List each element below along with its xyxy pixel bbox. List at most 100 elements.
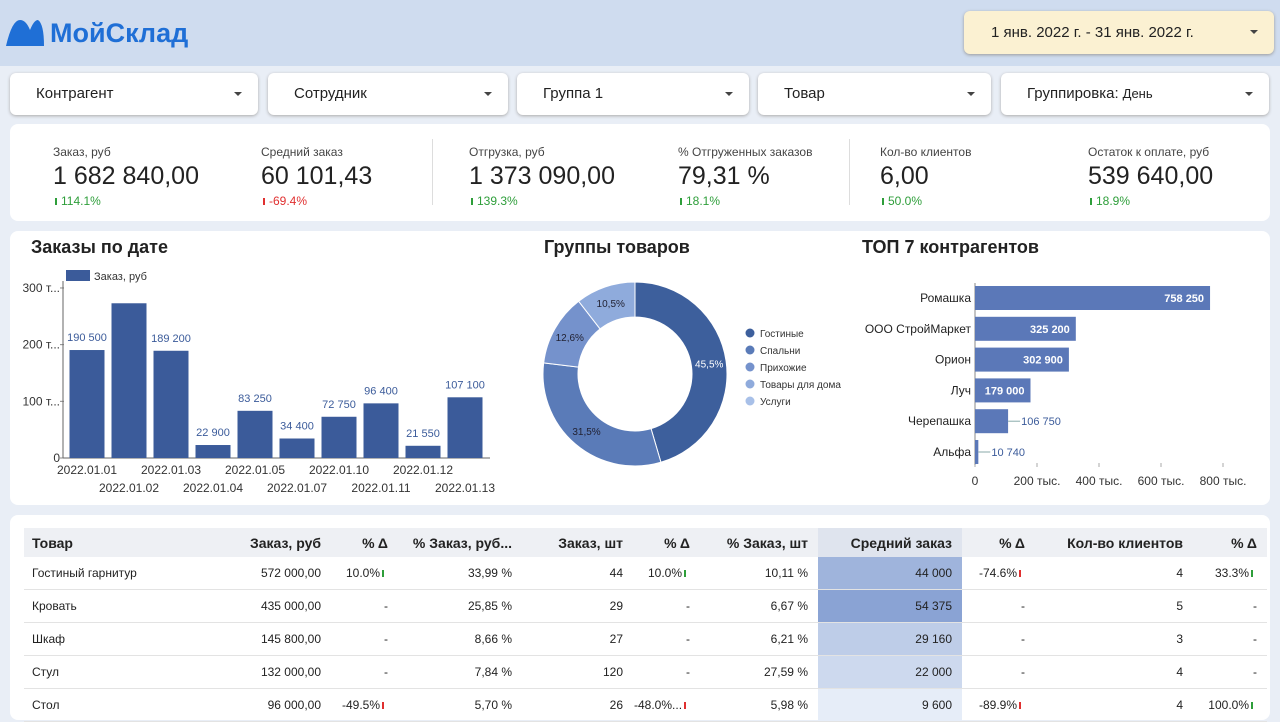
filter-value: День — [1122, 86, 1153, 101]
cell: 572 000,00 — [204, 557, 331, 590]
column-header: % Заказ, руб... — [398, 528, 522, 557]
table-row: Шкаф 145 800,00 - 8,66 % 27 - 6,21 % 29 160 - 3 - — [24, 622, 1267, 656]
legend-swatch — [66, 270, 90, 281]
cell-text: 33,99 % — [467, 566, 512, 580]
data-label: 96 400 — [364, 385, 398, 397]
legend-swatch — [745, 379, 755, 389]
filter[interactable]: Контрагент — [10, 73, 258, 115]
filter[interactable]: Товар — [758, 73, 991, 115]
bar — [405, 445, 441, 458]
kpi-value: 6,00 — [880, 162, 929, 190]
filter[interactable]: Группа 1 — [517, 73, 749, 115]
change: -69.4% — [269, 194, 308, 208]
logo: МойСклад — [50, 18, 189, 48]
cell-text: - — [384, 632, 388, 646]
filter-label: Сотрудник — [294, 85, 367, 102]
cell: - — [962, 589, 1035, 623]
kpi: Заказ, руб 1 682 840,00 114.1% — [53, 145, 199, 208]
x-tick-label: 2022.01.01 — [57, 463, 117, 477]
data-label: 72 750 — [322, 399, 356, 411]
arrow — [1019, 702, 1021, 710]
bar — [69, 350, 105, 458]
cell-text: 44 — [609, 566, 623, 580]
column-header: % Δ — [1193, 528, 1267, 557]
cell-text: - — [1253, 599, 1257, 613]
y-tick-label: Ромашка — [920, 291, 971, 305]
arrow — [1090, 198, 1092, 206]
arrow — [680, 198, 682, 206]
cell-text: - — [1253, 665, 1257, 679]
legend-swatch — [745, 345, 755, 355]
cell-text: 5 — [1176, 599, 1183, 613]
legend-swatch — [745, 396, 755, 406]
column-header: Средний заказ — [818, 528, 962, 557]
cell: 10.0% — [633, 557, 700, 590]
arrow — [55, 198, 57, 206]
arrow — [263, 198, 265, 206]
cell-text: - — [686, 665, 690, 679]
bar — [237, 410, 273, 458]
column-header: Заказ, руб — [204, 528, 331, 557]
arrow — [382, 702, 384, 710]
data-label: 758 250 — [1164, 293, 1204, 305]
cell: 4 — [1035, 655, 1193, 689]
cell: - — [331, 655, 398, 689]
bar — [975, 409, 1009, 434]
cell-text: 27,59 % — [763, 665, 808, 679]
cell: 44 000 — [818, 557, 962, 590]
kpi-label: Остаток к оплате, руб — [1088, 145, 1210, 159]
separator — [432, 139, 433, 205]
x-tick-label: 0 — [972, 474, 979, 488]
cell-text: -48.0%... — [634, 698, 683, 712]
cell-text: 96 000,00 — [267, 698, 321, 712]
data-label: 34 400 — [280, 421, 314, 433]
cell-text: Шкаф — [32, 632, 66, 646]
chart-title: Заказы по дате — [31, 237, 168, 257]
column-header: % Заказ, шт — [700, 528, 818, 557]
chart-title: ТОП 7 контрагентов — [862, 237, 1039, 257]
kpi: Средний заказ 60 101,43 -69.4% — [261, 145, 372, 208]
kpi: Кол-во клиентов 6,00 50.0% — [880, 145, 971, 208]
cell: -74.6% — [962, 557, 1035, 590]
filter[interactable]: Группировка: День — [1001, 73, 1269, 115]
cell: 33,99 % — [398, 557, 522, 590]
cell: 8,66 % — [398, 622, 522, 656]
arrow — [882, 198, 884, 206]
cell: - — [962, 655, 1035, 689]
legend-swatch — [745, 328, 755, 338]
legend-label: Заказ, руб — [94, 271, 147, 283]
cell-text: 29 — [609, 599, 623, 613]
column-header: Заказ, шт — [522, 528, 633, 557]
change: 18.1% — [686, 194, 721, 208]
filter[interactable]: Сотрудник — [268, 73, 508, 115]
bar — [321, 416, 357, 458]
kpi-value: 79,31 % — [678, 162, 770, 190]
cell: 5,98 % — [700, 688, 818, 722]
cell-text: 10.0% — [345, 566, 380, 580]
cell: Кровать — [24, 589, 204, 623]
cell: 10,11 % — [700, 557, 818, 590]
change: 50.0% — [888, 194, 923, 208]
cell-text: 8,66 % — [474, 632, 512, 646]
column-header: % Δ — [331, 528, 398, 557]
cell: - — [1193, 655, 1267, 689]
cell: 10.0% — [331, 557, 398, 590]
cell: Шкаф — [24, 622, 204, 656]
data-label: 21 550 — [406, 428, 440, 440]
cell-text: 22 000 — [915, 665, 952, 679]
kpi-value: 60 101,43 — [261, 162, 373, 190]
cell: - — [1193, 622, 1267, 656]
kpi-label: % Отгруженных заказов — [678, 145, 813, 159]
cell-text: 4 — [1176, 665, 1183, 679]
bar — [195, 445, 231, 458]
chart-title: Группы товаров — [544, 237, 690, 257]
y-tick-label: ООО СтройМаркет — [865, 322, 972, 336]
kpi-value: 539 640,00 — [1088, 162, 1214, 190]
table-row: Гостиный гарнитур 572 000,00 10.0% 33,99 % 4… — [24, 557, 1267, 590]
table-row: Стол 96 000,00 -49.5% 5,70 % 26 -48.0%... 5,98… — [24, 688, 1267, 722]
cell-text: Стол — [32, 698, 60, 712]
cell-text: - — [686, 599, 690, 613]
kpi-panel — [10, 124, 1270, 221]
date-range[interactable]: 1 янв. 2022 г. - 31 янв. 2022 г. — [964, 11, 1274, 54]
